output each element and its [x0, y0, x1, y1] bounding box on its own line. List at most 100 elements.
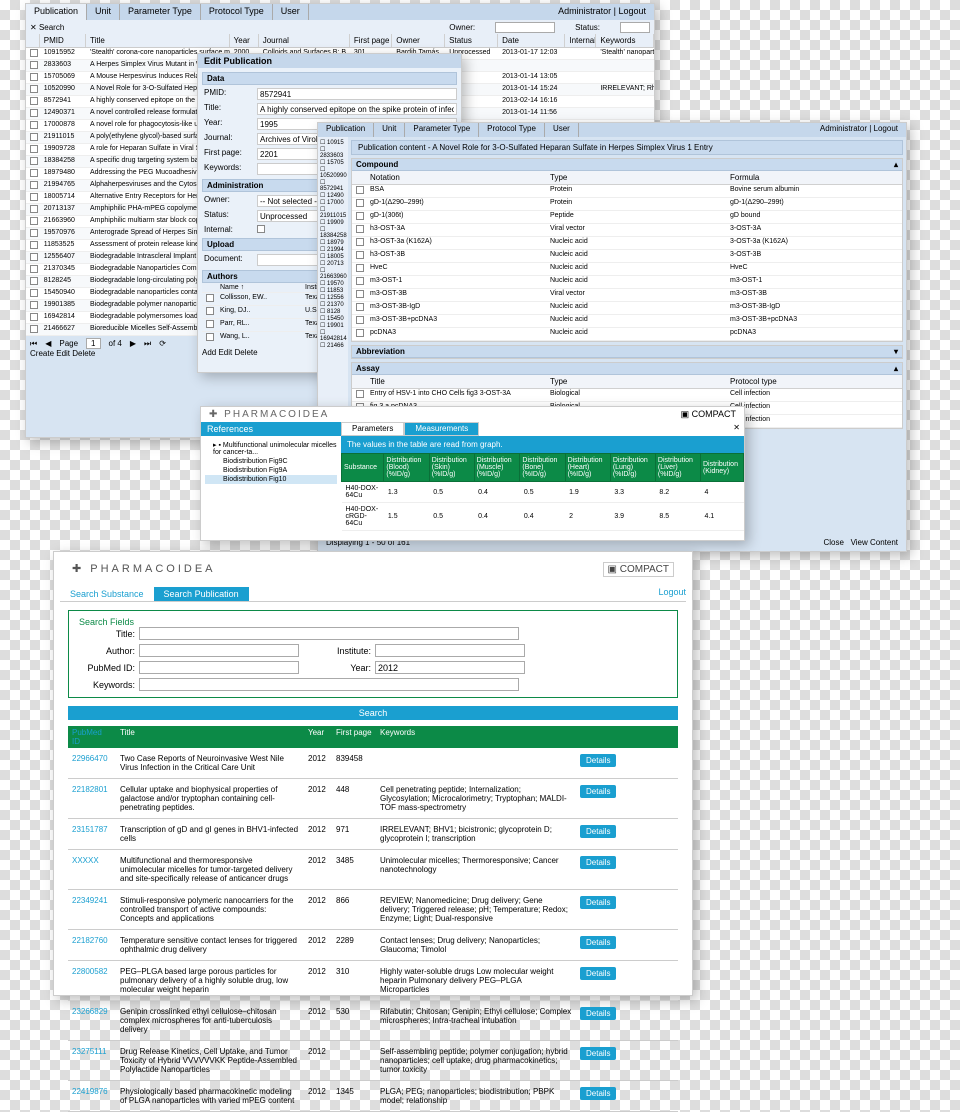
dist-col: Substance	[342, 454, 384, 482]
result-row: 22419876Physiologically based pharmacoki…	[68, 1081, 678, 1112]
compound-row[interactable]: m3-OST-3B-IgDNucleic acidm3-OST-3B-IgD	[352, 302, 902, 315]
prev-icon[interactable]: ◀	[45, 339, 51, 348]
pubmed-link[interactable]: XXXXX	[68, 854, 116, 885]
dist-col: Distribution (Lung) (%ID/g)	[610, 454, 655, 482]
close-button[interactable]: Close	[823, 538, 843, 547]
w3-tab-publication[interactable]: Publication	[318, 123, 374, 137]
pubmed-link[interactable]: 22966470	[68, 752, 116, 774]
tree-item[interactable]: Biodistribution Fig9C	[205, 457, 337, 466]
search-button[interactable]: Search	[68, 706, 678, 720]
compound-row[interactable]: m3-OST-1Nucleic acidm3-OST-1	[352, 276, 902, 289]
details-button[interactable]: Details	[580, 754, 616, 767]
institute-input[interactable]	[375, 644, 525, 657]
col-pmid[interactable]: PMID	[40, 34, 86, 47]
auth-col-name[interactable]: Name ↑	[216, 283, 301, 292]
col-status[interactable]: Status	[445, 34, 498, 47]
pubmed-link[interactable]: 22800582	[68, 965, 116, 996]
internal-checkbox[interactable]	[257, 225, 265, 233]
status-label: Status:	[202, 210, 257, 222]
w3-admin[interactable]: Administrator | Logout	[820, 124, 898, 133]
compound-row[interactable]: HveCNucleic acidHveC	[352, 263, 902, 276]
tab-search-publication[interactable]: Search Publication	[154, 587, 249, 601]
tree-item[interactable]: Biodistribution Fig9A	[205, 466, 337, 475]
view-content-link[interactable]: View Content	[851, 538, 898, 547]
details-button[interactable]: Details	[580, 1047, 616, 1060]
compound-row[interactable]: m3-OST-3B+pcDNA3Nucleic acidm3-OST-3B+pc…	[352, 315, 902, 328]
details-button[interactable]: Details	[580, 785, 616, 798]
col-date[interactable]: Date	[498, 34, 565, 47]
tab-protocol-type[interactable]: Protocol Type	[201, 4, 273, 20]
col-owner[interactable]: Owner	[392, 34, 445, 47]
keywords-input[interactable]	[139, 678, 519, 691]
document-label: Document:	[202, 254, 257, 266]
author-input[interactable]	[139, 644, 299, 657]
title-input[interactable]	[139, 627, 519, 640]
pubmed-link[interactable]: 23151787	[68, 823, 116, 845]
collapse-icon[interactable]: ▴	[894, 364, 898, 373]
tab-parameters[interactable]: Parameters	[341, 422, 404, 436]
tab-parameter-type[interactable]: Parameter Type	[120, 4, 201, 20]
result-row: XXXXXMultifunctional and thermoresponsiv…	[68, 850, 678, 890]
w3-tab-protocol[interactable]: Protocol Type	[479, 123, 545, 137]
details-button[interactable]: Details	[580, 936, 616, 949]
last-icon[interactable]: ⏭	[144, 339, 151, 349]
compound-row[interactable]: gD-1(306t)PeptidegD bound	[352, 211, 902, 224]
w3-tab-user[interactable]: User	[545, 123, 579, 137]
expand-icon[interactable]: ▾	[894, 347, 898, 356]
title-input[interactable]	[257, 103, 457, 115]
tab-user[interactable]: User	[273, 4, 309, 20]
page-input[interactable]: 1	[86, 338, 100, 349]
col-internal[interactable]: Internal	[565, 34, 596, 47]
collapse-icon[interactable]: ▴	[894, 160, 898, 169]
pubmed-link[interactable]: 23275111	[68, 1045, 116, 1076]
details-button[interactable]: Details	[580, 1087, 616, 1100]
assay-row[interactable]: Entry of HSV-1 into CHO Cells fig3 3-OST…	[352, 389, 902, 402]
col-title[interactable]: Title	[86, 34, 230, 47]
status-select[interactable]	[620, 22, 650, 33]
pubmed-input[interactable]	[139, 661, 299, 674]
compound-row[interactable]: h3-OST-3AViral vector3-OST-3A	[352, 224, 902, 237]
compound-row[interactable]: m3-OST-3BViral vectorm3-OST-3B	[352, 289, 902, 302]
details-button[interactable]: Details	[580, 825, 616, 838]
result-row: 22800582PEG–PLGA based large porous part…	[68, 961, 678, 1001]
search-label: ✕ Search	[30, 23, 64, 32]
details-button[interactable]: Details	[580, 856, 616, 869]
grid-header: PMID Title Year Journal First page Owner…	[26, 34, 654, 48]
firstpage-label: First page:	[202, 148, 257, 160]
admin-links[interactable]: Administrator | Logout	[558, 6, 646, 16]
first-icon[interactable]: ⏮	[30, 339, 37, 349]
close-icon[interactable]: ✕	[729, 422, 744, 436]
details-button[interactable]: Details	[580, 896, 616, 909]
w3-tab-unit[interactable]: Unit	[374, 123, 405, 137]
pmid-input[interactable]	[257, 88, 457, 100]
owner-select[interactable]	[495, 22, 555, 33]
tab-search-substance[interactable]: Search Substance	[60, 587, 154, 601]
comp-col-formula: Formula	[726, 171, 763, 184]
tab-publication[interactable]: Publication	[26, 4, 87, 20]
compound-row[interactable]: pcDNA3Nucleic acidpcDNA3	[352, 328, 902, 341]
next-icon[interactable]: ▶	[130, 339, 136, 348]
pubmed-link[interactable]: 22419876	[68, 1085, 116, 1107]
tree-item[interactable]: ▸ ▪ Multifunctional unimolecular micelle…	[205, 440, 337, 457]
logout-link[interactable]: Logout	[658, 587, 686, 601]
pubmed-link[interactable]: 22182801	[68, 783, 116, 814]
pubmed-link[interactable]: 23266829	[68, 1005, 116, 1036]
col-year[interactable]: Year	[230, 34, 259, 47]
details-button[interactable]: Details	[580, 967, 616, 980]
pubmed-link[interactable]: 22182760	[68, 934, 116, 956]
tab-measurements[interactable]: Measurements	[404, 422, 479, 436]
col-journal[interactable]: Journal	[259, 34, 350, 47]
tree-item[interactable]: Biodistribution Fig10	[205, 475, 337, 484]
w3-tab-param[interactable]: Parameter Type	[405, 123, 479, 137]
col-firstpage[interactable]: First page	[350, 34, 392, 47]
tab-unit[interactable]: Unit	[87, 4, 120, 20]
pubmed-link[interactable]: 22349241	[68, 894, 116, 925]
col-keywords[interactable]: Keywords	[596, 34, 654, 47]
compound-row[interactable]: BSAProteinBovine serum albumin	[352, 185, 902, 198]
refresh-icon[interactable]: ⟳	[159, 339, 166, 348]
year-input[interactable]	[375, 661, 525, 674]
compound-row[interactable]: gD-1(Δ290–299t)ProteingD-1(Δ290–299t)	[352, 198, 902, 211]
compound-row[interactable]: h3-OST-3BNucleic acid3-OST-3B	[352, 250, 902, 263]
compound-row[interactable]: h3-OST-3a (K162A)Nucleic acid3-OST-3a (K…	[352, 237, 902, 250]
details-button[interactable]: Details	[580, 1007, 616, 1020]
